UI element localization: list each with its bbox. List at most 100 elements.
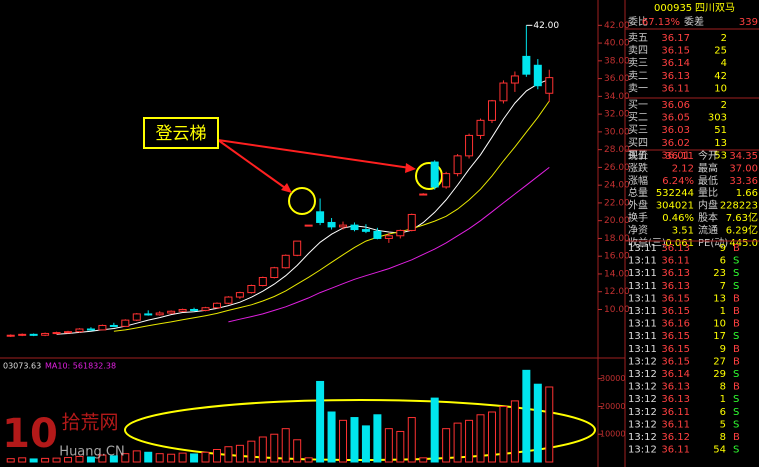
quote-cell: 67.13% bbox=[642, 17, 680, 28]
quote-cell: 36.15 bbox=[661, 331, 690, 342]
quote-cell: 339 bbox=[739, 17, 758, 28]
quote-cell: 36.13 bbox=[661, 281, 690, 292]
volume-value: 03073.63 bbox=[3, 362, 41, 371]
candle-body bbox=[304, 224, 313, 227]
candle-body bbox=[86, 328, 95, 331]
quote-cell: 13:11 bbox=[628, 344, 657, 355]
quote-cell: 13 bbox=[714, 138, 727, 149]
quote-cell: 最低 bbox=[698, 174, 718, 187]
quote-cell: 卖二 bbox=[628, 70, 648, 82]
volume-bar bbox=[41, 457, 50, 463]
volume-bar bbox=[499, 405, 508, 463]
volume-bar bbox=[144, 451, 153, 463]
quote-cell: 涨跌 bbox=[628, 161, 648, 174]
quote-cell: 36.14 bbox=[661, 58, 690, 69]
y-tick-label: 34.00 bbox=[604, 92, 630, 102]
y-tick-label: 38.00 bbox=[604, 56, 630, 66]
quote-cell: 5 bbox=[720, 419, 726, 430]
candle-body bbox=[155, 312, 164, 316]
ma-line bbox=[113, 100, 550, 332]
highlight-circle bbox=[415, 162, 443, 190]
candle-body bbox=[270, 267, 279, 279]
candle-body bbox=[419, 193, 428, 196]
quote-cell: B bbox=[733, 243, 740, 254]
volume-bar bbox=[6, 458, 15, 463]
stock-name: 四川双马 bbox=[695, 2, 735, 14]
quote-cell: 净资 bbox=[628, 223, 648, 236]
quote-cell: 13:11 bbox=[628, 256, 657, 267]
quote-cell: 10 bbox=[713, 319, 726, 330]
volume-bar bbox=[293, 439, 302, 463]
quote-cell: 36.11 bbox=[665, 151, 694, 162]
candle-body bbox=[132, 313, 141, 321]
quote-cell: B bbox=[733, 293, 740, 304]
quote-cell: 13:11 bbox=[628, 243, 657, 254]
quote-cell: 现价 bbox=[628, 150, 648, 162]
arrowhead bbox=[281, 183, 292, 193]
quote-cell: 13 bbox=[713, 293, 726, 304]
y-tick-label: 10000 bbox=[600, 430, 625, 439]
quote-cell: 36.15 bbox=[661, 46, 690, 57]
peak-label: 42.00 bbox=[533, 21, 559, 31]
quote-cell: B bbox=[733, 356, 740, 367]
candle-body bbox=[442, 173, 451, 188]
quote-cell: 33.36 bbox=[729, 176, 758, 187]
quote-cell: 13:11 bbox=[628, 293, 657, 304]
quote-cell: 收益(三) bbox=[628, 236, 666, 249]
candle-body bbox=[453, 155, 462, 175]
candle-body bbox=[121, 319, 130, 327]
volume-bar bbox=[18, 457, 27, 463]
quote-cell: S bbox=[733, 268, 739, 279]
quote-cell: B bbox=[733, 306, 740, 317]
volume-ma: MA10: 561832.38 bbox=[45, 362, 116, 371]
quote-cell: 13:12 bbox=[628, 419, 657, 430]
candle-body bbox=[29, 333, 38, 336]
y-tick-label: 26.00 bbox=[604, 163, 630, 173]
volume-bar bbox=[155, 453, 164, 463]
candle-body bbox=[64, 331, 73, 334]
quote-cell: S bbox=[733, 256, 739, 267]
arrow bbox=[217, 139, 411, 169]
y-tick-label: 12.00 bbox=[604, 287, 630, 297]
quote-cell: 36.05 bbox=[661, 113, 690, 124]
quote-cell: S bbox=[733, 445, 739, 456]
quote-cell: 29 bbox=[713, 369, 726, 380]
volume-bar bbox=[545, 386, 554, 463]
quote-cell: S bbox=[733, 394, 739, 405]
quote-cell: 流通 bbox=[698, 223, 718, 236]
quote-cell: 2 bbox=[721, 100, 727, 111]
candle-body bbox=[510, 75, 519, 84]
y-tick-label: 18.00 bbox=[604, 234, 630, 244]
quote-cell: 8 bbox=[720, 382, 726, 393]
candle-body bbox=[190, 308, 199, 311]
candle-body bbox=[350, 224, 359, 231]
volume-bar bbox=[533, 383, 542, 463]
quote-cell: 7.63亿 bbox=[726, 211, 758, 224]
quote-cell: 2 bbox=[721, 33, 727, 44]
y-tick-label: 42.00 bbox=[604, 21, 630, 31]
volume-bar bbox=[487, 411, 496, 463]
volume-bar bbox=[235, 444, 244, 463]
candle-body bbox=[224, 296, 233, 304]
quote-cell: 36.15 bbox=[661, 344, 690, 355]
quote-cell: 1.66 bbox=[736, 188, 758, 199]
candle-body bbox=[293, 240, 302, 256]
volume-bar bbox=[121, 453, 130, 463]
volume-bar bbox=[29, 458, 38, 463]
quote-cell: 换手 bbox=[628, 211, 648, 224]
candle-body bbox=[522, 55, 531, 75]
quote-cell: 8 bbox=[720, 432, 726, 443]
quote-cell: PE(动) bbox=[698, 237, 728, 249]
quote-cell: 34.35 bbox=[729, 151, 758, 162]
quote-cell: 13:11 bbox=[628, 306, 657, 317]
quote-cell: 36.13 bbox=[661, 243, 690, 254]
quote-cell: 卖三 bbox=[628, 57, 648, 69]
volume-bar bbox=[86, 456, 95, 463]
quote-cell: B bbox=[733, 432, 740, 443]
y-tick-label: 14.00 bbox=[604, 269, 630, 279]
quote-cell: 23 bbox=[713, 268, 726, 279]
y-tick-label: 20000 bbox=[600, 402, 625, 411]
candle-body bbox=[144, 313, 153, 316]
candle-body bbox=[407, 213, 416, 231]
